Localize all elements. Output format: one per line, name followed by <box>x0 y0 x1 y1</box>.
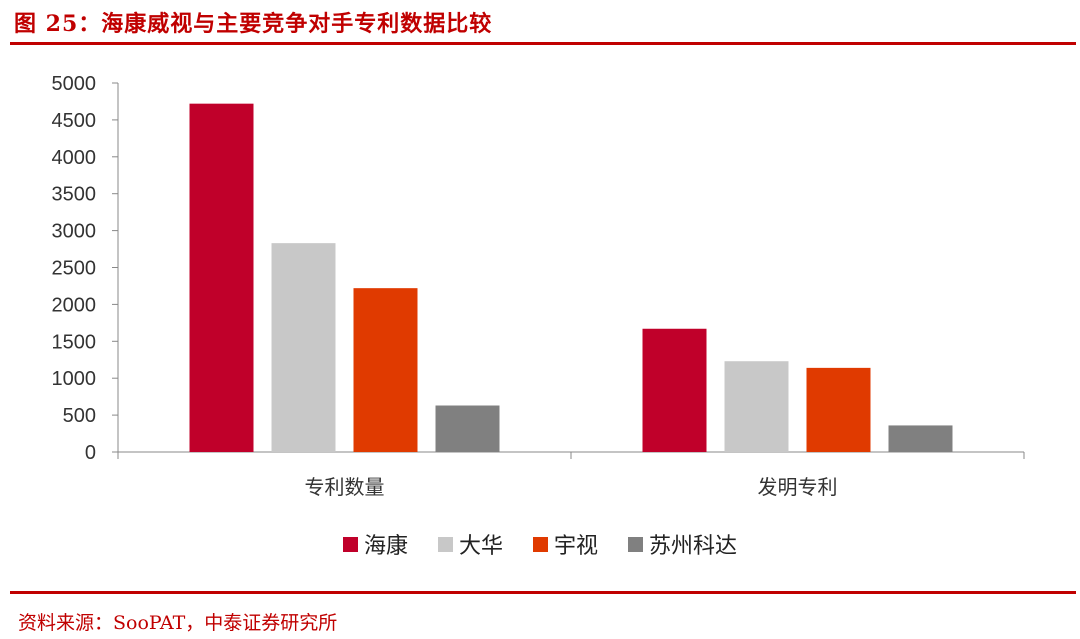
bar-海康-专利数量 <box>189 103 254 452</box>
bar-海康-发明专利 <box>642 328 707 452</box>
x-tick-label: 专利数量 <box>305 475 385 499</box>
source-note: 资料来源：SooPAT，中泰证券研究所 <box>18 612 338 634</box>
legend-swatch <box>628 536 644 552</box>
legend-label: 苏州科达 <box>649 534 738 559</box>
legend: 海康 大华 宇视 苏州科达 <box>0 528 1080 560</box>
legend-item: 海康 <box>342 528 408 560</box>
legend-label: 海康 <box>363 534 408 559</box>
legend-item: 大华 <box>437 528 503 560</box>
y-tick-label: 4000 <box>52 147 97 169</box>
y-tick-label: 2500 <box>52 258 97 280</box>
title-rule <box>10 42 1076 45</box>
y-tick-label: 1000 <box>52 368 97 390</box>
x-tick-label: 发明专利 <box>758 475 838 499</box>
bar-宇视-发明专利 <box>806 367 871 452</box>
legend-item: 苏州科达 <box>628 528 737 560</box>
legend-label: 宇视 <box>554 534 599 559</box>
y-tick-label: 2000 <box>52 294 97 316</box>
y-tick-label: 5000 <box>52 73 97 95</box>
legend-swatch <box>437 536 453 552</box>
bar-大华-专利数量 <box>271 243 336 452</box>
legend-item: 宇视 <box>533 528 598 560</box>
legend-swatch <box>533 536 548 552</box>
legend-label: 大华 <box>458 534 503 559</box>
y-tick-label: 4500 <box>52 110 97 132</box>
y-tick-label: 3500 <box>52 184 97 206</box>
figure-title: 图 25：海康威视与主要竞争对手专利数据比较 <box>14 11 493 37</box>
bar-苏州科达-发明专利 <box>888 425 953 452</box>
bar-chart: 0 500 1000 1500 2000 2500 3000 3500 4000 4500 5000… <box>52 73 1025 499</box>
bar-苏州科达-专利数量 <box>435 405 500 452</box>
y-tick-label: 0 <box>85 442 96 464</box>
bar-大华-发明专利 <box>724 361 789 452</box>
y-tick-label: 500 <box>63 405 96 427</box>
source-rule <box>10 591 1076 594</box>
y-tick-label: 3000 <box>52 221 97 243</box>
legend-swatch <box>342 536 358 552</box>
y-tick-label: 1500 <box>52 331 97 353</box>
bar-宇视-专利数量 <box>353 288 418 452</box>
